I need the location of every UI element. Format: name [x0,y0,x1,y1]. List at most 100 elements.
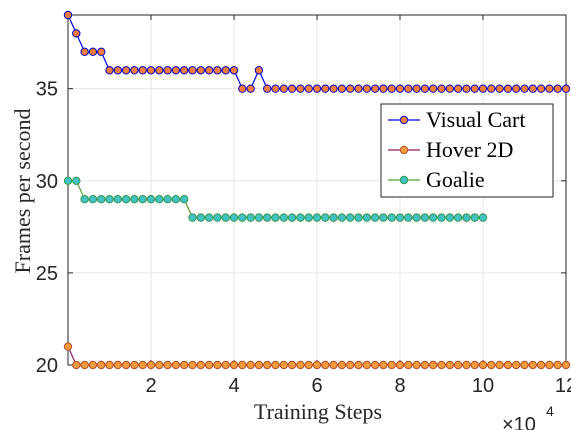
y-axis-label: Frames per second [10,109,35,274]
data-point [254,360,264,370]
data-point [545,84,554,93]
data-point [196,66,206,75]
data-point [97,195,106,204]
data-point [370,213,380,222]
data-point [528,360,537,370]
data-point [146,360,156,370]
data-point [312,360,322,370]
data-point [263,84,272,93]
data-point [404,84,413,93]
data-point [503,360,513,370]
data-point [180,195,189,204]
data-point [553,84,562,93]
data-point [105,360,114,370]
data-point [63,342,73,351]
data-point [420,360,430,370]
data-point [437,360,446,370]
data-point [346,213,355,222]
data-point [229,66,239,75]
data-point [229,360,239,370]
data-point [121,66,131,75]
data-point [337,360,347,370]
data-point [130,195,139,204]
data-point [130,66,139,75]
data-point [246,213,255,222]
legend-swatch-marker [399,175,409,185]
legend-label: Goalie [426,167,485,192]
data-point [462,213,471,222]
data-point [121,360,131,370]
data-point [528,84,537,93]
data-point [88,195,98,204]
data-point [279,213,288,222]
data-point [238,84,247,93]
data-point [155,360,164,370]
legend-item-hover-2d: Hover 2D [388,137,513,162]
data-point [495,360,504,370]
data-point [495,84,504,93]
data-point [113,66,123,75]
data-point [329,213,338,222]
data-point [437,84,446,93]
data-point [80,47,89,57]
data-point [146,195,156,204]
data-point [512,360,521,370]
data-point [263,213,272,222]
data-point [72,29,81,38]
data-point [263,360,272,370]
data-point [188,66,197,75]
data-point [470,84,479,93]
data-point [329,84,338,93]
legend-label: Hover 2D [426,137,513,162]
data-point [279,84,288,93]
data-point [478,84,488,93]
y-tick-label: 20 [36,355,58,377]
data-point [163,195,172,204]
data-point [487,84,496,93]
data-point [512,84,521,93]
data-point [412,213,421,222]
x-tick-label: 8 [394,375,405,397]
data-point [171,195,181,204]
data-point [395,84,405,93]
data-point [88,47,98,57]
data-point [536,84,546,93]
data-point [462,360,471,370]
data-point [470,213,479,222]
legend-item-visual-cart: Visual Cart [388,107,526,132]
data-point [80,195,89,204]
data-point [312,84,322,93]
data-point [254,66,264,75]
data-point [387,360,396,370]
data-point [63,10,73,20]
data-point [163,360,172,370]
data-point [321,213,330,222]
x-tick-label: 6 [311,375,322,397]
data-point [362,213,371,222]
legend: Visual Cart Hover 2D Goalie [380,103,554,198]
data-point [105,195,114,204]
data-point [404,213,413,222]
data-point [312,213,322,222]
data-point [196,213,206,222]
data-point [287,213,297,222]
data-point [204,213,214,222]
plot-series [63,10,571,370]
data-point [387,213,396,222]
data-point [453,360,463,370]
data-point [503,84,513,93]
data-point [354,360,363,370]
data-point [97,47,106,57]
data-point [354,213,363,222]
data-point [520,360,529,370]
legend-item-goalie: Goalie [388,167,485,192]
data-point [412,360,421,370]
axis-ticks: 2 4 6 8 10 12 20 25 30 35 [36,15,571,397]
data-point [453,84,463,93]
data-point [246,360,255,370]
y-tick-label: 30 [36,171,58,193]
data-point [196,360,206,370]
data-point [121,195,131,204]
data-point [296,213,305,222]
